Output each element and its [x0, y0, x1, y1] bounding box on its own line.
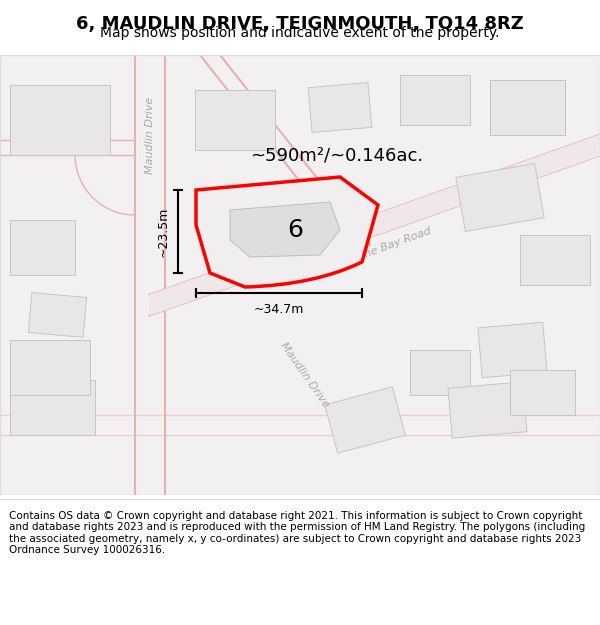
Text: 6: 6 [287, 218, 303, 242]
Bar [490, 80, 565, 135]
Polygon shape [150, 135, 600, 315]
PathPatch shape [230, 202, 340, 257]
Bar [10, 340, 90, 395]
Bar [10, 380, 95, 435]
Bar [448, 382, 527, 438]
Bar [28, 292, 86, 338]
Bar [10, 85, 110, 155]
Text: Lyme Bay Road: Lyme Bay Road [347, 226, 433, 264]
Bar [10, 220, 75, 275]
Bar [520, 235, 590, 285]
Text: ~23.5m: ~23.5m [157, 206, 170, 257]
Text: Maudlin Drive: Maudlin Drive [145, 96, 155, 174]
Bar [410, 350, 470, 395]
Bar [478, 322, 547, 378]
Bar [308, 82, 372, 132]
Bar [195, 90, 275, 150]
Bar [510, 370, 575, 415]
Text: 6, MAUDLIN DRIVE, TEIGNMOUTH, TQ14 8RZ: 6, MAUDLIN DRIVE, TEIGNMOUTH, TQ14 8RZ [76, 16, 524, 33]
Text: Contains OS data © Crown copyright and database right 2021. This information is : Contains OS data © Crown copyright and d… [9, 511, 585, 556]
Bar [325, 387, 405, 453]
PathPatch shape [196, 177, 378, 287]
Text: Maudlin Drive: Maudlin Drive [279, 341, 331, 409]
Text: Map shows position and indicative extent of the property.: Map shows position and indicative extent… [100, 26, 500, 39]
Bar [400, 75, 470, 125]
Bar [456, 164, 544, 231]
Text: ~590m²/~0.146ac.: ~590m²/~0.146ac. [250, 146, 423, 164]
Text: ~34.7m: ~34.7m [254, 303, 304, 316]
